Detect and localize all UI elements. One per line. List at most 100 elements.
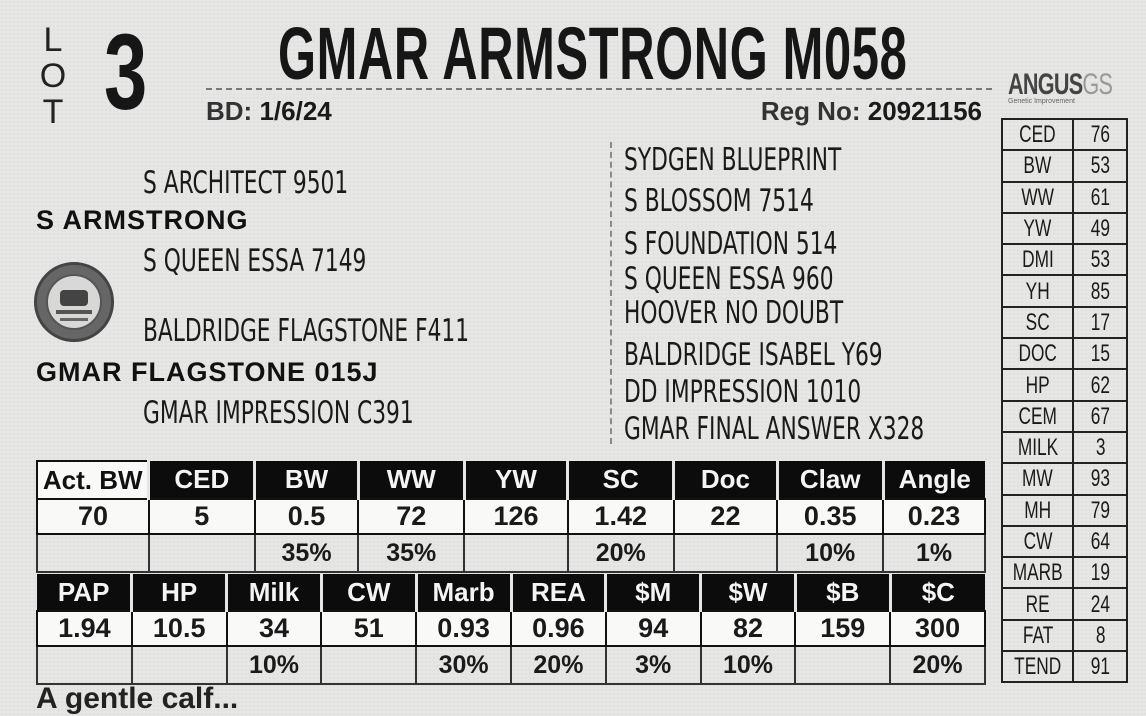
percentile-row: RE 24	[1000, 587, 1129, 621]
percentile-value-text: 17	[1090, 308, 1110, 336]
epd-header: BW	[253, 461, 359, 499]
percentile-value-text: 93	[1090, 465, 1110, 493]
sire: S ARMSTRONG	[36, 205, 249, 235]
description-text: A gentle calf...	[36, 682, 239, 715]
epd-value: 22	[672, 498, 779, 535]
percentile-trait: DOC	[1000, 337, 1075, 371]
percentile-value-text: 53	[1090, 246, 1110, 274]
epd-value: 1.42	[566, 498, 675, 535]
epd-header: $M	[604, 574, 701, 611]
percentile-trait-label: CW	[1023, 528, 1053, 555]
epd-value: 51	[320, 610, 418, 647]
percentile-trait: DMI	[1000, 243, 1075, 277]
percentile-trait: CED	[1000, 117, 1075, 152]
epd-value: 82	[699, 610, 797, 647]
percentile-trait-label: MW	[1022, 465, 1054, 493]
percentile-trait-label: CED	[1019, 121, 1056, 149]
percentile-trait-label: SC	[1025, 308, 1050, 336]
percentile-row: DOC 15	[1000, 337, 1129, 371]
epd-header: REA	[509, 574, 606, 611]
percentile-row: TEND 91	[1000, 650, 1129, 684]
logo-subtext: Genetic Improvement	[1008, 98, 1075, 105]
percentile-trait: CEM	[1000, 399, 1075, 433]
percentile-value-text: 61	[1090, 183, 1110, 211]
epd-percent	[320, 646, 418, 685]
percentile-row: CED 76	[1000, 117, 1129, 152]
animal-name: GMAR ARMSTRONG M058	[278, 12, 908, 95]
epd-percent	[130, 646, 228, 685]
birth-date-label: BD:	[206, 96, 253, 126]
lot-letter: T	[42, 93, 64, 131]
reg-value: 20921156	[867, 96, 982, 126]
percentile-value: 19	[1072, 556, 1129, 590]
logo-word: ANGUS	[1008, 68, 1083, 101]
percentile-value-text: 49	[1090, 215, 1110, 243]
percentile-trait-label: MILK	[1017, 434, 1058, 462]
percentile-trait-label: YW	[1023, 215, 1052, 243]
epd-header: Marb	[414, 574, 512, 611]
percentile-value-text: 8	[1095, 621, 1106, 649]
epd-percent	[463, 534, 569, 573]
epd-percent: 20%	[510, 646, 607, 685]
dam-sire: BALDRIDGE FLAGSTONE F411	[143, 313, 470, 349]
percentile-value: 17	[1072, 305, 1129, 340]
percentile-value-text: 85	[1090, 277, 1110, 305]
epd-header: Doc	[672, 461, 778, 499]
epd-percent	[36, 534, 150, 573]
epd-value: 0.35	[776, 498, 885, 535]
great-grandparent: DD IMPRESSION 1010	[624, 374, 862, 410]
epd-header: CED	[147, 461, 255, 499]
percentile-value: 15	[1072, 337, 1129, 371]
percentile-trait-label: YH	[1025, 277, 1050, 305]
percentile-value-text: 15	[1090, 340, 1110, 368]
percentile-trait-label: MH	[1024, 496, 1052, 524]
percentile-value: 53	[1072, 149, 1129, 183]
epd-percent	[672, 534, 779, 573]
epd-percent	[36, 646, 133, 685]
epd-value: 300	[889, 610, 986, 647]
epd-value: 5	[147, 498, 256, 535]
epd-value: 72	[357, 498, 466, 535]
percentile-trait: MW	[1000, 462, 1075, 496]
great-grandparent: S BLOSSOM 7514	[624, 183, 814, 219]
epd-percent: 35%	[253, 534, 360, 573]
lot-label: L O T	[38, 22, 68, 130]
epd-value: 1.94	[36, 610, 133, 647]
logo-suffix: GS	[1082, 68, 1113, 101]
epd-value: 34	[225, 610, 323, 647]
percentile-value-text: 76	[1090, 121, 1110, 149]
percentile-trait: SC	[1000, 305, 1075, 340]
epd-table-carcass-index: PAP HP Milk CW Marb REA $M $W $B $C 1.94 10.5 34 51 0…	[36, 574, 986, 685]
percentile-value-text: 62	[1090, 371, 1110, 399]
epd-header: WW	[356, 461, 465, 499]
percentile-value-text: 53	[1090, 152, 1110, 180]
lot-letter: L	[43, 21, 63, 59]
percentile-row: MW 93	[1000, 462, 1129, 496]
percentile-value-text: 24	[1090, 590, 1110, 618]
percentile-value: 24	[1072, 587, 1129, 621]
birth-date-value: 1/6/24	[259, 96, 332, 126]
percentile-value-text: 79	[1090, 496, 1110, 524]
epd-percent: 10%	[776, 534, 885, 573]
percentile-trait: YW	[1000, 211, 1075, 246]
epd-header: HP	[130, 574, 227, 611]
percentile-value-text: 3	[1095, 434, 1106, 462]
percentile-row: MILK 3	[1000, 430, 1129, 465]
epd-percent: 1%	[882, 534, 986, 573]
percentile-row: MH 79	[1000, 493, 1129, 527]
birth-date: BD: 1/6/24	[206, 96, 332, 127]
percentile-trait: HP	[1000, 368, 1075, 402]
great-grandparent: HOOVER NO DOUBT	[624, 295, 844, 331]
great-grandparent: S QUEEN ESSA 960	[624, 261, 834, 297]
percentile-trait-label: FAT	[1022, 621, 1053, 649]
percentile-trait-label: WW	[1021, 183, 1054, 211]
epd-percent: 20%	[889, 646, 986, 685]
percentile-trait: CW	[1000, 524, 1075, 559]
great-grandparent: S FOUNDATION 514	[624, 226, 838, 262]
angus-gs-logo: ANGUSGS Genetic Improvement	[1008, 68, 1113, 112]
percentile-trait-label: HP	[1025, 371, 1050, 399]
percentile-value-text: 91	[1090, 653, 1110, 681]
epd-percent: 20%	[566, 534, 675, 573]
epd-value: 159	[794, 610, 892, 647]
percentile-trait: YH	[1000, 274, 1075, 308]
